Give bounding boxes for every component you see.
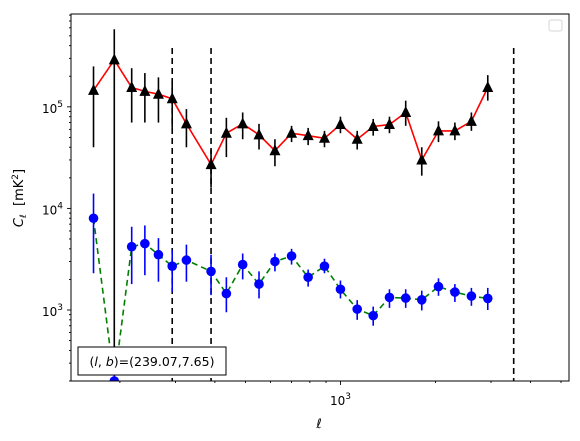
- y-tick-label: 103: [42, 303, 63, 319]
- legend-box: [548, 19, 563, 32]
- data-point: [449, 124, 461, 136]
- data-point: [383, 117, 395, 129]
- data-point: [302, 129, 314, 141]
- axis-ticks: 103 104 105 103: [42, 14, 562, 408]
- data-point: [126, 241, 137, 252]
- annotation-text: (l, b)=(239.07,7.65): [90, 354, 215, 369]
- data-point: [109, 376, 120, 381]
- data-point: [400, 105, 412, 117]
- x-tick-label: 103: [330, 392, 351, 408]
- data-point: [126, 80, 138, 92]
- data-point: [237, 259, 248, 270]
- data-point: [286, 251, 297, 261]
- data-point: [269, 144, 281, 156]
- data-point: [319, 261, 330, 271]
- data-point: [88, 213, 99, 224]
- annotation-box: (l, b)=(239.07,7.65): [77, 346, 227, 376]
- data-point: [253, 128, 265, 140]
- data-point: [465, 114, 477, 126]
- data-point: [368, 310, 379, 321]
- data-point: [88, 83, 100, 95]
- data-point: [206, 266, 216, 277]
- data-point: [270, 256, 280, 267]
- plot-frame: [70, 13, 570, 382]
- data-point: [108, 53, 120, 65]
- data-point: [352, 304, 362, 314]
- data-point: [220, 126, 232, 138]
- plot-series: [88, 29, 494, 381]
- data-point: [237, 117, 249, 129]
- y-tick-label: 104: [42, 201, 63, 217]
- data-point: [450, 287, 460, 297]
- data-point: [367, 120, 379, 132]
- data-point: [254, 279, 264, 289]
- data-point: [351, 132, 363, 144]
- data-point: [221, 288, 232, 299]
- data-point: [400, 293, 411, 303]
- y-tick-label: 105: [42, 100, 63, 116]
- data-point: [140, 238, 150, 249]
- data-point: [334, 117, 346, 129]
- data-point: [153, 249, 164, 260]
- data-point: [384, 292, 395, 303]
- data-point: [416, 295, 427, 305]
- data-point: [318, 131, 330, 143]
- x-axis-label: ℓ: [315, 417, 321, 432]
- data-point: [180, 117, 192, 129]
- data-point: [205, 158, 217, 170]
- data-point: [139, 84, 151, 96]
- data-point: [433, 281, 444, 292]
- data-point: [432, 124, 444, 136]
- y-axis-label: Cℓ [mK2]: [11, 169, 29, 227]
- data-point: [466, 291, 477, 301]
- data-point: [166, 92, 178, 104]
- data-point: [286, 126, 298, 138]
- data-point: [181, 255, 192, 265]
- data-point: [152, 87, 164, 99]
- data-point: [416, 153, 428, 165]
- data-point: [335, 284, 346, 295]
- series-2: [88, 193, 493, 381]
- data-point: [482, 293, 493, 304]
- series-1: [88, 29, 494, 381]
- data-point: [482, 80, 494, 92]
- data-point: [167, 261, 178, 271]
- data-point: [303, 272, 313, 283]
